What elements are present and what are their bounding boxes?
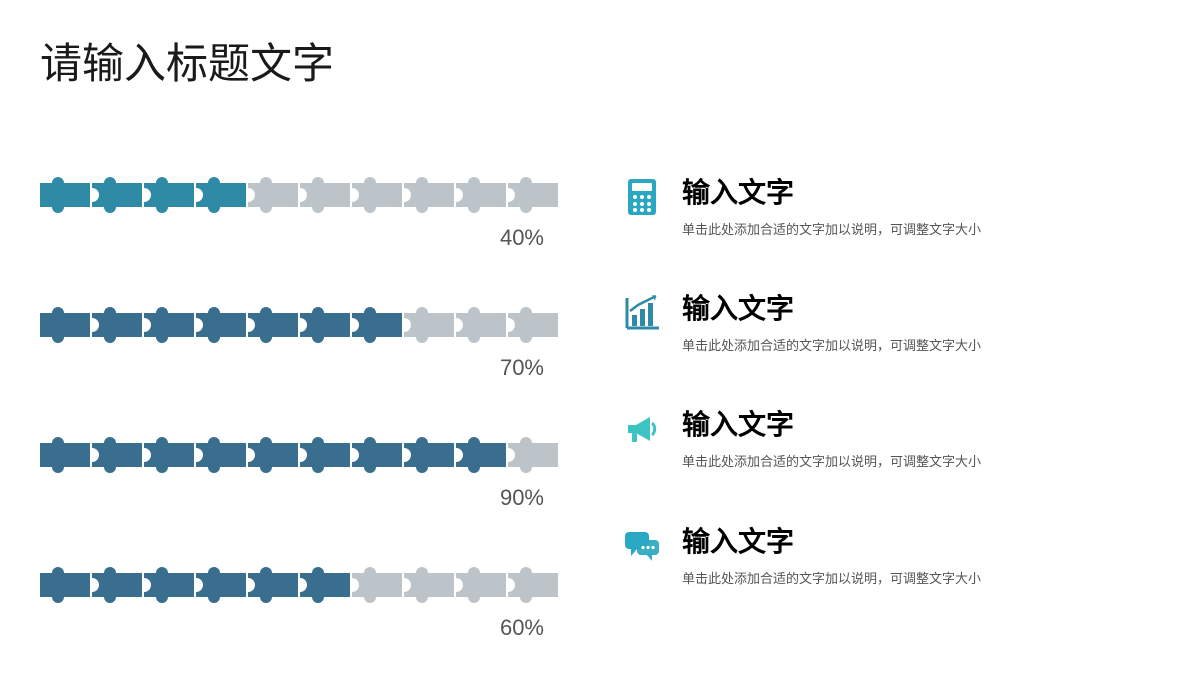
puzzle-piece bbox=[300, 561, 350, 609]
puzzle-piece bbox=[456, 301, 506, 349]
chart-row-1: 70% bbox=[40, 301, 560, 381]
puzzle-piece bbox=[300, 431, 350, 479]
page-title: 请输入标题文字 bbox=[40, 30, 1160, 91]
puzzle-piece bbox=[144, 171, 194, 219]
puzzle-piece bbox=[352, 561, 402, 609]
info-item-0: 输入文字单击此处添加合适的文字加以说明，可调整文字大小 bbox=[620, 171, 1160, 239]
info-item-2: 输入文字单击此处添加合适的文字加以说明，可调整文字大小 bbox=[620, 403, 1160, 471]
chart-row-0: 40% bbox=[40, 171, 560, 251]
puzzle-piece bbox=[196, 171, 246, 219]
item-desc: 单击此处添加合适的文字加以说明，可调整文字大小 bbox=[682, 453, 1160, 471]
puzzle-piece bbox=[40, 301, 90, 349]
item-title: 输入文字 bbox=[682, 171, 1160, 211]
percent-label: 60% bbox=[40, 615, 560, 641]
percent-label: 40% bbox=[40, 225, 560, 251]
puzzle-piece bbox=[40, 561, 90, 609]
puzzle-piece bbox=[404, 561, 454, 609]
item-title: 输入文字 bbox=[682, 287, 1160, 327]
puzzle-piece bbox=[456, 431, 506, 479]
chart-column: 40% 70% bbox=[40, 171, 560, 691]
puzzle-bar bbox=[40, 301, 560, 349]
puzzle-piece bbox=[508, 171, 558, 219]
puzzle-bar bbox=[40, 431, 560, 479]
puzzle-piece bbox=[196, 431, 246, 479]
puzzle-piece bbox=[196, 561, 246, 609]
items-column: 输入文字单击此处添加合适的文字加以说明，可调整文字大小 输入文字单击此处添加合适… bbox=[620, 171, 1160, 691]
puzzle-piece bbox=[248, 561, 298, 609]
puzzle-piece bbox=[144, 301, 194, 349]
puzzle-piece bbox=[144, 561, 194, 609]
puzzle-piece bbox=[404, 301, 454, 349]
puzzle-piece bbox=[144, 431, 194, 479]
item-title: 输入文字 bbox=[682, 520, 1160, 560]
puzzle-piece bbox=[508, 301, 558, 349]
megaphone-icon bbox=[620, 407, 664, 451]
chat-icon bbox=[620, 524, 664, 568]
item-text: 输入文字单击此处添加合适的文字加以说明，可调整文字大小 bbox=[682, 403, 1160, 471]
puzzle-piece bbox=[300, 171, 350, 219]
puzzle-piece bbox=[456, 561, 506, 609]
calculator-icon bbox=[620, 175, 664, 219]
puzzle-piece bbox=[456, 171, 506, 219]
info-item-3: 输入文字单击此处添加合适的文字加以说明，可调整文字大小 bbox=[620, 520, 1160, 588]
puzzle-bar bbox=[40, 561, 560, 609]
chart-row-3: 60% bbox=[40, 561, 560, 641]
item-title: 输入文字 bbox=[682, 403, 1160, 443]
puzzle-piece bbox=[404, 171, 454, 219]
item-text: 输入文字单击此处添加合适的文字加以说明，可调整文字大小 bbox=[682, 287, 1160, 355]
puzzle-piece bbox=[248, 301, 298, 349]
puzzle-piece bbox=[508, 561, 558, 609]
puzzle-bar bbox=[40, 171, 560, 219]
puzzle-piece bbox=[300, 301, 350, 349]
puzzle-piece bbox=[248, 431, 298, 479]
puzzle-piece bbox=[196, 301, 246, 349]
item-text: 输入文字单击此处添加合适的文字加以说明，可调整文字大小 bbox=[682, 171, 1160, 239]
bar-chart-icon bbox=[620, 291, 664, 335]
puzzle-piece bbox=[352, 301, 402, 349]
puzzle-piece bbox=[92, 301, 142, 349]
puzzle-piece bbox=[92, 171, 142, 219]
percent-label: 70% bbox=[40, 355, 560, 381]
item-text: 输入文字单击此处添加合适的文字加以说明，可调整文字大小 bbox=[682, 520, 1160, 588]
item-desc: 单击此处添加合适的文字加以说明，可调整文字大小 bbox=[682, 221, 1160, 239]
puzzle-piece bbox=[352, 171, 402, 219]
puzzle-piece bbox=[404, 431, 454, 479]
puzzle-piece bbox=[92, 431, 142, 479]
puzzle-piece bbox=[40, 431, 90, 479]
chart-row-2: 90% bbox=[40, 431, 560, 511]
item-desc: 单击此处添加合适的文字加以说明，可调整文字大小 bbox=[682, 570, 1160, 588]
content: 40% 70% bbox=[40, 171, 1160, 691]
puzzle-piece bbox=[40, 171, 90, 219]
puzzle-piece bbox=[248, 171, 298, 219]
info-item-1: 输入文字单击此处添加合适的文字加以说明，可调整文字大小 bbox=[620, 287, 1160, 355]
puzzle-piece bbox=[352, 431, 402, 479]
percent-label: 90% bbox=[40, 485, 560, 511]
puzzle-piece bbox=[508, 431, 558, 479]
puzzle-piece bbox=[92, 561, 142, 609]
item-desc: 单击此处添加合适的文字加以说明，可调整文字大小 bbox=[682, 337, 1160, 355]
